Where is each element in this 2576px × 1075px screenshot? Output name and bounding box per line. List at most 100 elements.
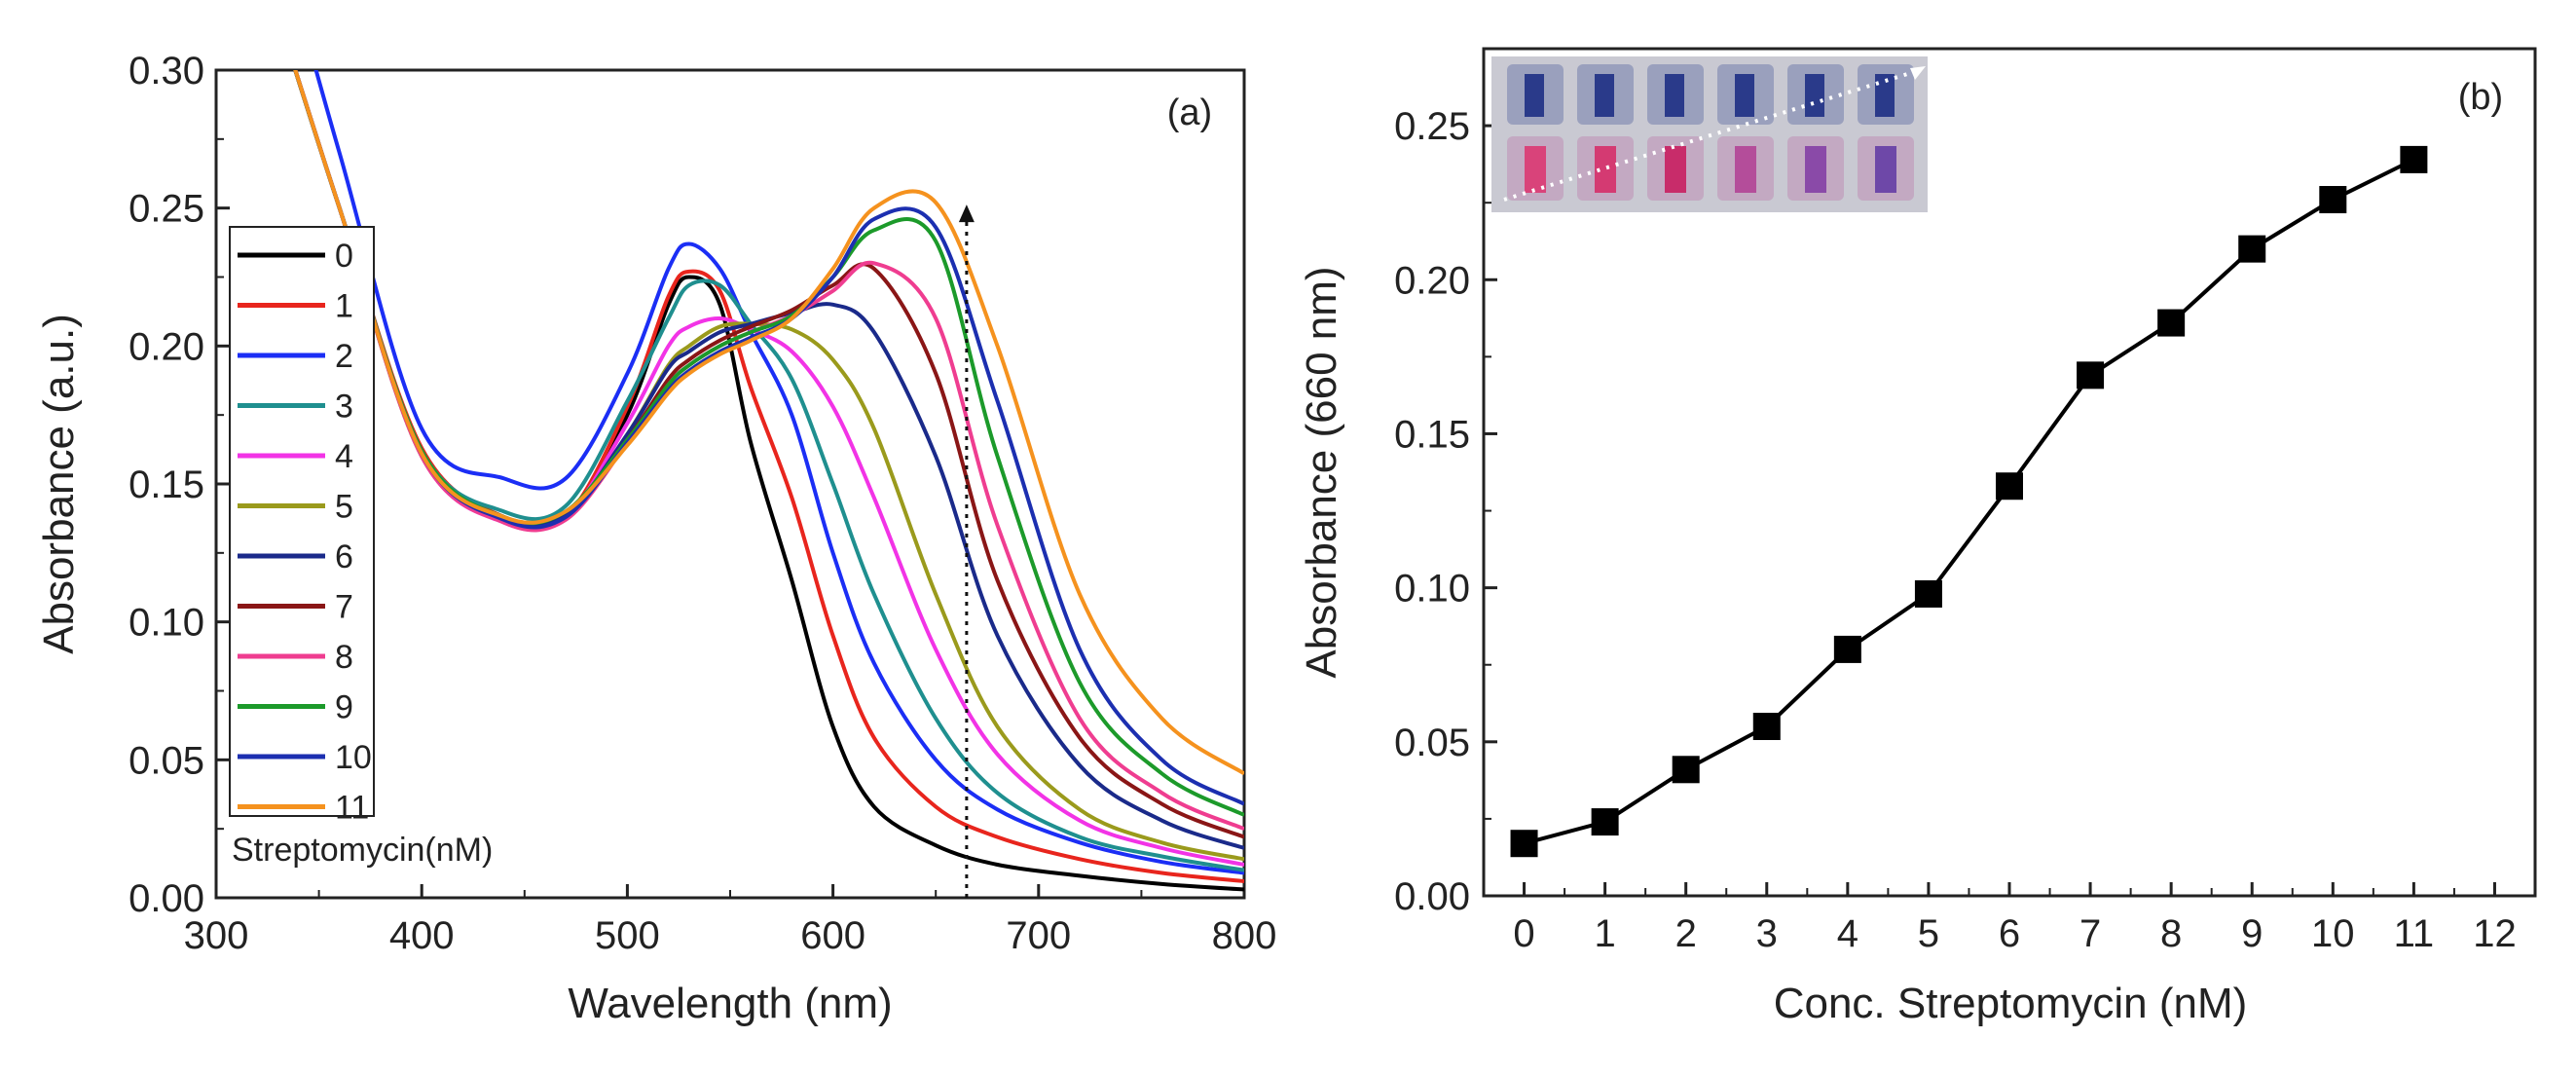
panel-a-label: (a)	[1167, 93, 1212, 133]
y-tick-label: 0.15	[1394, 413, 1470, 456]
cuvette-top-solution	[1875, 74, 1895, 117]
series-line-4	[293, 70, 1244, 867]
legend-item-3: 3	[238, 389, 353, 426]
panel-b-x-axis-label: Conc. Streptomycin (nM)	[1774, 980, 2248, 1027]
panel-a-ticks	[214, 68, 1246, 900]
cuvette-bottom-solution	[1525, 146, 1546, 193]
legend-label: 10	[335, 739, 372, 776]
cuvette-photo-inset	[1491, 56, 1928, 212]
panel-b-y-axis-label: Absorbance (660 nm)	[1298, 266, 1345, 678]
y-tick-label: 0.20	[129, 325, 204, 368]
legend-box	[229, 226, 375, 817]
x-tick-label: 8	[2160, 912, 2182, 955]
legend-label: 4	[335, 438, 353, 475]
panel-a-x-tick-labels: 300 400 500 600 700 800	[184, 914, 1277, 957]
cuvette-bottom-solution	[1875, 146, 1896, 193]
x-tick-label: 3	[1756, 912, 1778, 955]
series-line-2	[313, 70, 1244, 875]
legend-item-7: 7	[238, 589, 353, 626]
x-tick-label: 12	[2473, 912, 2517, 955]
x-tick-label: 5	[1918, 912, 1939, 955]
y-tick-label: 0.10	[1394, 568, 1470, 611]
inset-arrowhead	[1910, 66, 1926, 80]
series-line-1	[293, 70, 1244, 883]
cuvette-bottom-solution	[1665, 146, 1686, 193]
series-line-11	[293, 70, 1244, 776]
legend-item-8: 8	[238, 639, 353, 676]
series-line-5	[293, 70, 1244, 862]
y-tick-label: 0.20	[1394, 259, 1470, 302]
y-tick-label: 0.15	[129, 463, 204, 506]
series-line-3	[293, 70, 1244, 872]
x-tick-label: 600	[800, 914, 865, 957]
legend-item-10: 10	[238, 739, 372, 776]
x-tick-label: 1	[1594, 912, 1615, 955]
y-tick-label: 0.05	[129, 739, 204, 782]
data-point-4	[1833, 635, 1861, 663]
panel-a-absorbance-spectra: 0.000.050.100.150.200.250.30 300 400 500 60…	[35, 50, 1277, 1027]
panel-a-arrowhead	[958, 204, 975, 223]
legend-item-4: 4	[238, 438, 353, 475]
x-tick-label: 400	[389, 914, 455, 957]
cuvette-top-solution	[1525, 74, 1544, 117]
legend-label: 6	[335, 538, 353, 575]
legend-item-6: 6	[238, 538, 353, 575]
x-tick-label: 10	[2311, 912, 2355, 955]
data-point-2	[1672, 756, 1700, 784]
panel-a-x-axis-label: Wavelength (nm)	[568, 980, 892, 1027]
legend-item-11: 11	[238, 790, 369, 827]
y-tick-label: 0.05	[1394, 722, 1470, 764]
data-point-9	[2238, 235, 2266, 263]
y-tick-label: 0.00	[1394, 875, 1470, 918]
x-tick-label: 800	[1212, 914, 1277, 957]
x-tick-label: 9	[2241, 912, 2263, 955]
cuvette-bottom-solution	[1805, 146, 1826, 193]
cuvette-top-solution	[1735, 74, 1754, 117]
legend-item-1: 1	[238, 288, 353, 325]
series-line-8	[293, 70, 1244, 832]
legend-label: 0	[335, 238, 353, 275]
cuvette-top-solution	[1805, 74, 1824, 117]
data-point-7	[2077, 361, 2105, 389]
x-tick-label: 6	[1999, 912, 2020, 955]
y-tick-label: 0.30	[129, 50, 204, 93]
x-tick-label: 4	[1837, 912, 1858, 955]
legend-label: 8	[335, 639, 353, 676]
panel-a-y-tick-labels: 0.00 0.05 0.10 0.15 0.20 0.25 0.30	[129, 50, 204, 920]
y-tick-label: 0.00	[129, 877, 204, 920]
data-point-3	[1752, 713, 1781, 740]
panel-a-legend: 0 1 2 3 4 5 6 7 8 9 10 11 Streptomycin(nM)	[229, 226, 493, 869]
x-tick-label: 300	[184, 914, 249, 957]
panel-b-series-line	[1524, 158, 2415, 846]
legend-label: 5	[335, 489, 353, 526]
legend-item-0: 0	[238, 238, 353, 275]
y-tick-label: 0.25	[129, 188, 204, 231]
cuvette-top-solution	[1595, 74, 1614, 117]
legend-item-9: 9	[238, 689, 353, 726]
legend-label: 2	[335, 338, 353, 375]
data-point-10	[2319, 186, 2347, 214]
panel-b-calibration-curve: 0.000.050.100.150.200.25 0 1 2 3 4 5 6 7 8 9 10 11 1…	[1298, 47, 2537, 1027]
data-point-8	[2157, 309, 2186, 337]
series-line-10	[293, 70, 1244, 806]
legend-item-2: 2	[238, 338, 353, 375]
x-tick-label: 0	[1513, 912, 1534, 955]
x-tick-label: 2	[1675, 912, 1697, 955]
legend-label: 7	[335, 589, 353, 626]
panel-a-series-lines	[293, 70, 1244, 892]
data-point-5	[1914, 579, 1942, 608]
data-point-0	[1510, 830, 1538, 858]
legend-label: 1	[335, 288, 353, 325]
panel-b-y-tick-labels: 0.00 0.05 0.10 0.15 0.20 0.25	[1394, 105, 1470, 918]
legend-label: 9	[335, 689, 353, 726]
x-tick-label: 7	[2079, 912, 2101, 955]
cuvette-bottom-solution	[1595, 146, 1616, 193]
inset-dotted-arrow	[1503, 68, 1921, 202]
legend-item-5: 5	[238, 489, 353, 526]
data-point-1	[1591, 808, 1619, 836]
legend-label: 11	[335, 790, 369, 827]
cuvette-top-solution	[1665, 74, 1684, 117]
x-tick-label: 11	[2394, 912, 2435, 955]
panel-b-x-tick-labels: 0 1 2 3 4 5 6 7 8 9 10 11 12	[1513, 912, 2516, 955]
